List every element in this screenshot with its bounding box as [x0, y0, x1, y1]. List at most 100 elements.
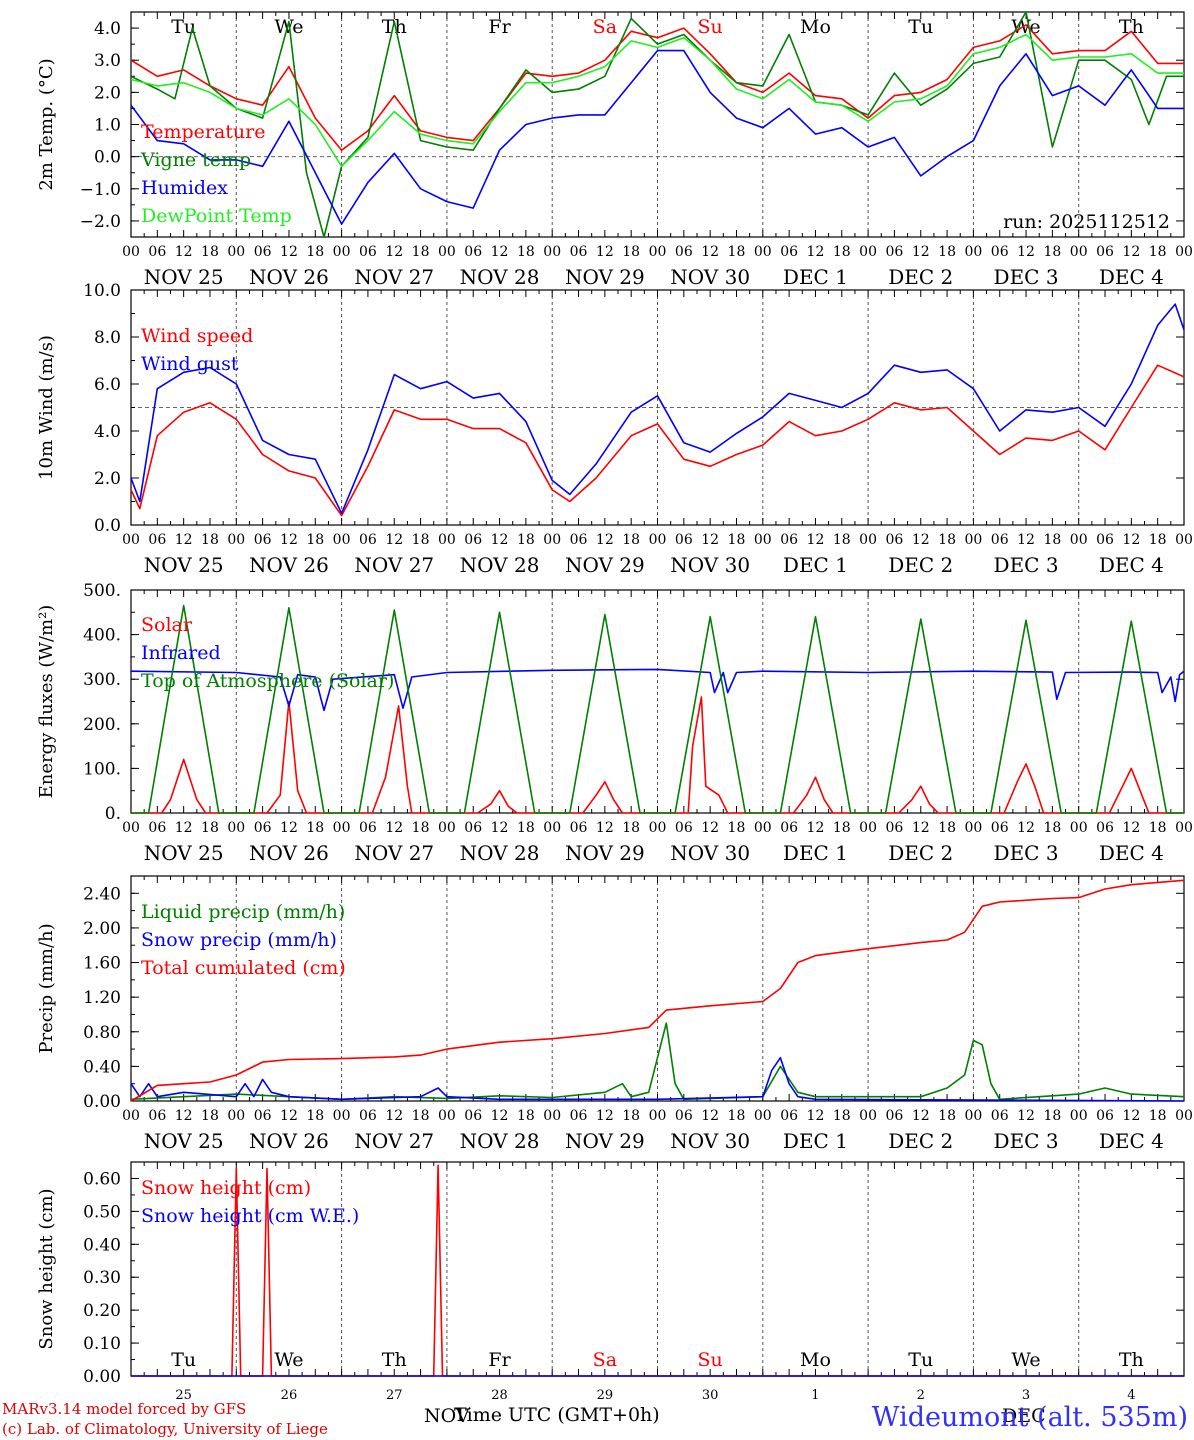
x-date-label: DEC 4	[1099, 841, 1164, 865]
series-line-wind-gust	[130, 303, 1185, 515]
x-hour-label: 06	[675, 1108, 693, 1124]
x-hour-label: 18	[201, 532, 219, 548]
y-tick-label: −2.0	[80, 212, 121, 232]
x-date-label: DEC 3	[994, 1129, 1059, 1153]
x-hour-label: 06	[148, 1108, 166, 1124]
x-hour-label: 00	[859, 1108, 877, 1124]
x-date-label: NOV 26	[249, 265, 329, 289]
x-hour-label: 06	[570, 820, 588, 836]
x-hour-label: 06	[991, 532, 1009, 548]
x-hour-label: 12	[385, 244, 403, 260]
series-line-snow-precip-mm-h-	[130, 1056, 1185, 1102]
x-hour-label: 06	[570, 532, 588, 548]
legend-entry: Humidex	[141, 177, 228, 199]
x-hour-label: 12	[1017, 1108, 1035, 1124]
y-tick-label: 300.	[83, 670, 121, 690]
series-line-dewpoint-temp	[130, 33, 1184, 168]
x-hour-label: 00	[438, 820, 456, 836]
series-line-humidex	[130, 49, 1184, 225]
x-hour-label: 06	[991, 1108, 1009, 1124]
x-hour-label: 18	[201, 244, 219, 260]
model-credit: MARv3.14 model forced by GFS	[2, 1400, 247, 1418]
x-date-label: NOV 30	[670, 841, 750, 865]
x-date-label: NOV 29	[565, 841, 645, 865]
y-tick-label: 2.0	[94, 469, 121, 489]
x-hour-label: 18	[938, 1108, 956, 1124]
y-tick-label: 500.	[83, 581, 121, 601]
y-tick-label: 100.	[83, 759, 121, 779]
x-hour-label: 06	[1096, 820, 1114, 836]
x-hour-label: 00	[859, 244, 877, 260]
x-hour-label: 12	[385, 1108, 403, 1124]
x-hour-label: 12	[175, 244, 193, 260]
x-hour-label: 18	[412, 244, 430, 260]
x-hour-label: 00	[438, 244, 456, 260]
legend-entry: Top of Atmosphere (Solar)	[141, 670, 394, 692]
x-hour-label: 00	[754, 244, 772, 260]
x-day-number: 28	[491, 1388, 508, 1403]
x-date-label: DEC 1	[783, 265, 848, 289]
x-hour-label: 06	[148, 244, 166, 260]
x-hour-label: 18	[1149, 532, 1167, 548]
y-tick-label: 0.40	[83, 1057, 121, 1077]
x-hour-label: 12	[280, 244, 298, 260]
x-hour-label: 12	[807, 820, 825, 836]
series-line-solar	[131, 696, 1184, 814]
x-hour-label: 18	[728, 244, 746, 260]
x-hour-label: 06	[464, 244, 482, 260]
series-line-vigne-temp	[130, 11, 1184, 238]
x-date-label: NOV 28	[460, 841, 540, 865]
x-day-number: 30	[702, 1388, 719, 1403]
x-hour-label: 12	[1122, 244, 1140, 260]
x-hour-label: 18	[833, 1108, 851, 1124]
x-hour-label: 00	[227, 820, 245, 836]
x-hour-label: 06	[886, 244, 904, 260]
weekday-label: Th	[382, 16, 407, 38]
lab-credit: (c) Lab. of Climatology, University of L…	[2, 1420, 328, 1438]
x-hour-label: 06	[886, 820, 904, 836]
x-hour-label: 06	[148, 820, 166, 836]
y-tick-label: 0.10	[83, 1334, 121, 1354]
weekday-label: Fr	[488, 16, 511, 38]
y-tick-label: 2.00	[83, 919, 121, 939]
x-hour-label: 18	[622, 244, 640, 260]
y-tick-label: 0.20	[83, 1301, 121, 1321]
legend-entry: Infrared	[141, 642, 221, 664]
x-date-label: NOV 25	[144, 553, 224, 577]
legend-entry: Snow precip (mm/h)	[141, 929, 337, 951]
x-hour-label: 06	[675, 532, 693, 548]
y-tick-label: 6.0	[94, 375, 121, 395]
y-tick-label: 1.20	[83, 988, 121, 1008]
x-hour-label: 18	[938, 532, 956, 548]
x-hour-label: 00	[1175, 244, 1193, 260]
legend-entry: Solar	[141, 614, 193, 636]
legend-entry: DewPoint Temp	[141, 205, 292, 227]
x-hour-label: 00	[122, 532, 140, 548]
weekday-label: We	[1011, 1349, 1040, 1371]
x-hour-label: 06	[359, 820, 377, 836]
x-hour-label: 12	[280, 532, 298, 548]
legend-entry: Wind gust	[141, 353, 239, 375]
legend-entry: Total cumulated (cm)	[141, 957, 346, 979]
x-date-label: NOV 28	[460, 265, 540, 289]
y-tick-label: 0.40	[83, 1235, 121, 1255]
x-hour-label: 12	[807, 1108, 825, 1124]
y-tick-label: 10.0	[83, 281, 121, 301]
panel-1-frame	[130, 11, 1185, 238]
x-hour-label: 00	[649, 532, 667, 548]
x-hour-label: 12	[175, 820, 193, 836]
x-hour-label: 12	[596, 820, 614, 836]
weekday-label: Su	[698, 1349, 723, 1371]
x-day-number: 4	[1127, 1388, 1135, 1403]
x-hour-label: 12	[701, 1108, 719, 1124]
x-hour-label: 06	[1096, 532, 1114, 548]
x-hour-label: 18	[1043, 820, 1061, 836]
x-hour-label: 12	[912, 532, 930, 548]
x-hour-label: 06	[570, 1108, 588, 1124]
y-tick-label: 2.0	[94, 83, 121, 103]
x-hour-label: 00	[122, 244, 140, 260]
x-hour-label: 06	[1096, 1108, 1114, 1124]
x-hour-label: 18	[1149, 1108, 1167, 1124]
x-hour-label: 12	[701, 244, 719, 260]
weekday-label: Th	[1119, 16, 1144, 38]
